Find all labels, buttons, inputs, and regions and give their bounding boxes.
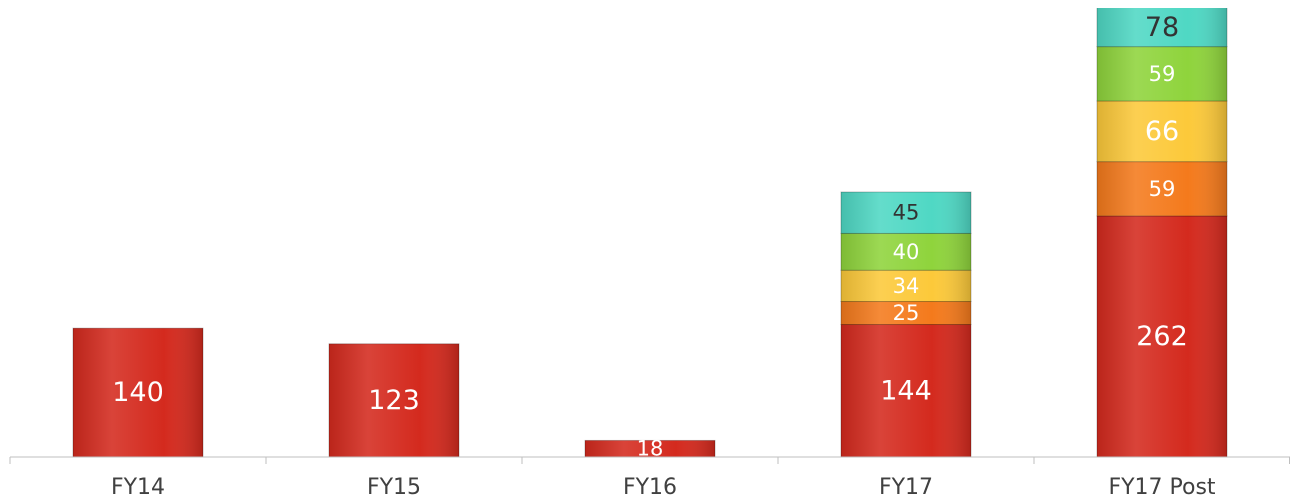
bar-gloss bbox=[841, 301, 971, 325]
data-label: 78 bbox=[1145, 12, 1179, 43]
bar-gloss bbox=[585, 440, 715, 457]
data-label: 123 bbox=[368, 385, 420, 416]
x-tick-label: FY14 bbox=[111, 475, 165, 500]
data-label: 45 bbox=[893, 201, 920, 225]
data-label: 25 bbox=[893, 301, 920, 325]
plot-area: 140 123 18 144 25 34 40 45 262 59 66 59 78 bbox=[72, 8, 1228, 461]
bar-gloss bbox=[841, 270, 971, 302]
x-tick-label: FY16 bbox=[623, 475, 677, 500]
bar-gloss bbox=[1097, 100, 1227, 162]
bar-gloss bbox=[841, 192, 971, 234]
data-label: 18 bbox=[637, 437, 664, 461]
bar-gloss bbox=[1097, 46, 1227, 101]
bar-gloss bbox=[329, 343, 459, 457]
bar-gloss bbox=[1097, 215, 1227, 457]
data-label: 59 bbox=[1149, 62, 1176, 86]
x-tick-label: FY17 bbox=[879, 475, 933, 500]
data-label: 66 bbox=[1145, 116, 1179, 147]
data-label: 34 bbox=[893, 274, 920, 298]
data-label: 59 bbox=[1149, 177, 1176, 201]
bar-gloss bbox=[841, 324, 971, 457]
x-tick-label: FY17 Post bbox=[1108, 475, 1215, 500]
x-tick-label: FY15 bbox=[367, 475, 421, 500]
data-label: 144 bbox=[880, 375, 932, 406]
data-label: 140 bbox=[112, 377, 164, 408]
bar-gloss bbox=[1097, 161, 1227, 216]
bar-gloss bbox=[73, 328, 203, 457]
x-axis: FY14 FY15 FY16 FY17 FY17 Post bbox=[9, 456, 1290, 500]
bar-gloss bbox=[1097, 8, 1227, 47]
bar-gloss bbox=[841, 233, 971, 271]
data-label: 40 bbox=[893, 240, 920, 264]
data-label: 262 bbox=[1136, 321, 1188, 352]
